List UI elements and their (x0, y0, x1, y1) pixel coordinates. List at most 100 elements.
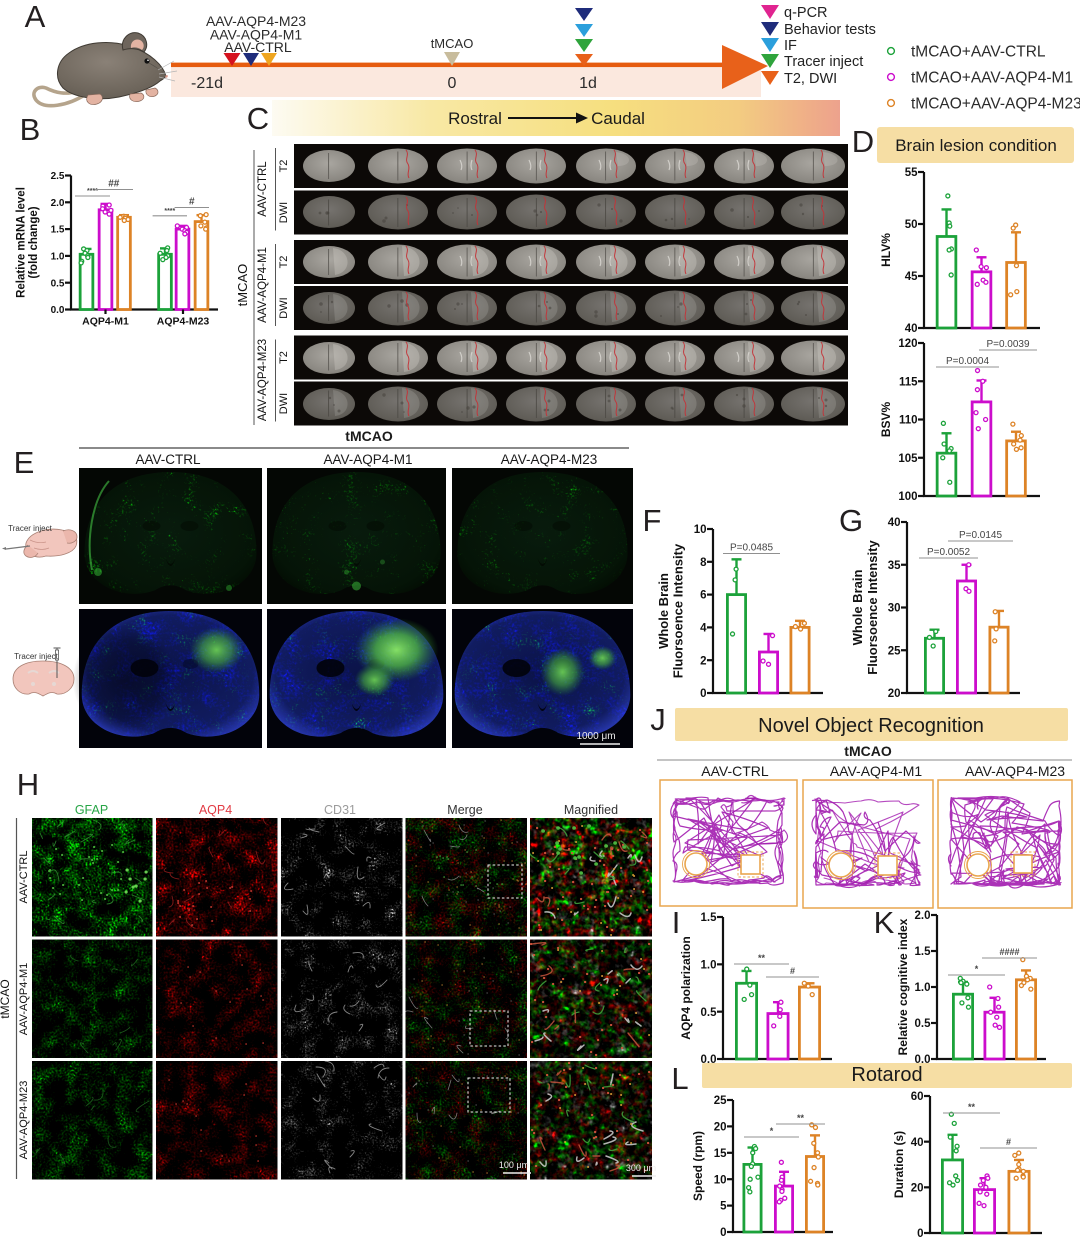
svg-text:tMCAO: tMCAO (431, 36, 474, 51)
svg-text:2.5: 2.5 (51, 171, 65, 182)
svg-text:1.5: 1.5 (701, 912, 718, 924)
svg-text:AAV-AQP4-M23: AAV-AQP4-M23 (501, 452, 598, 467)
svg-text:P=0.0052: P=0.0052 (927, 547, 971, 558)
svg-text:Speed (rpm): Speed (rpm) (691, 1131, 705, 1201)
svg-text:AAV-AQP4-M1: AAV-AQP4-M1 (257, 247, 269, 323)
svg-text:40: 40 (911, 1137, 924, 1149)
svg-text:*: * (770, 1126, 774, 1136)
svg-text:6: 6 (700, 590, 706, 602)
svg-text:P=0.0004: P=0.0004 (946, 356, 990, 367)
svg-text:300 μm: 300 μm (626, 1163, 656, 1173)
svg-text:Behavior tests: Behavior tests (784, 22, 876, 38)
svg-text:AAV-CTRL: AAV-CTRL (701, 763, 769, 779)
svg-text:IF: IF (784, 38, 797, 54)
svg-text:q-PCR: q-PCR (784, 5, 828, 21)
svg-text:####: #### (999, 947, 1019, 957)
svg-text:Whole Brain: Whole Brain (656, 573, 671, 649)
svg-text:tMCAO+AAV-AQP4-M23: tMCAO+AAV-AQP4-M23 (911, 96, 1080, 113)
svg-text:AAV-CTRL: AAV-CTRL (257, 161, 269, 217)
svg-text:****: **** (164, 208, 175, 215)
svg-text:tMCAO+AAV-AQP4-M1: tMCAO+AAV-AQP4-M1 (911, 70, 1073, 87)
svg-text:Tracer inject: Tracer inject (8, 524, 52, 533)
svg-text:AAV-AQP4-M1: AAV-AQP4-M1 (18, 963, 30, 1036)
svg-text:DWI: DWI (278, 202, 290, 223)
svg-text:T2: T2 (278, 160, 290, 173)
svg-text:I: I (672, 905, 681, 940)
svg-text:Merge: Merge (447, 803, 482, 817)
svg-text:AAV-AQP4-M1: AAV-AQP4-M1 (323, 452, 412, 467)
svg-text:BSV%: BSV% (879, 401, 893, 437)
svg-text:#: # (189, 197, 195, 208)
svg-text:J: J (650, 702, 666, 737)
svg-text:Relative mRNA level: Relative mRNA level (16, 187, 28, 298)
svg-text:A: A (25, 0, 46, 34)
svg-text:100: 100 (898, 491, 917, 503)
svg-text:40: 40 (888, 517, 901, 529)
svg-text:AAV-AQP4-M1: AAV-AQP4-M1 (210, 27, 303, 43)
svg-text:tMCAO: tMCAO (844, 743, 892, 759)
svg-text:Tracer inject: Tracer inject (14, 652, 58, 661)
svg-text:60: 60 (911, 1091, 924, 1103)
svg-text:DWI: DWI (278, 393, 290, 414)
svg-text:Duration (s): Duration (s) (892, 1131, 906, 1198)
svg-text:AAV-CTRL: AAV-CTRL (224, 39, 292, 55)
svg-text:1000 μm: 1000 μm (576, 731, 615, 742)
svg-text:Fluorsoence Intensity: Fluorsoence Intensity (671, 543, 686, 678)
svg-text:105: 105 (898, 453, 918, 465)
svg-text:40: 40 (905, 323, 918, 335)
svg-text:T2: T2 (278, 256, 290, 269)
svg-text:B: B (20, 112, 41, 147)
svg-text:T2: T2 (278, 351, 290, 364)
svg-text:F: F (643, 503, 662, 538)
svg-text:AAV-AQP4-M23: AAV-AQP4-M23 (257, 339, 269, 421)
svg-text:2.0: 2.0 (51, 198, 65, 209)
svg-text:D: D (852, 124, 874, 159)
svg-text:H: H (17, 767, 39, 802)
svg-text:*: * (975, 964, 979, 974)
svg-text:20: 20 (911, 1182, 924, 1194)
svg-text:0.5: 0.5 (701, 1007, 718, 1019)
svg-text:AAV-CTRL: AAV-CTRL (135, 452, 201, 467)
svg-text:0.0: 0.0 (51, 305, 65, 316)
svg-text:8: 8 (700, 557, 707, 569)
svg-text:HLV%: HLV% (879, 233, 893, 267)
svg-text:tMCAO: tMCAO (235, 264, 250, 307)
svg-text:5: 5 (720, 1201, 727, 1213)
svg-text:25: 25 (714, 1095, 727, 1107)
svg-text:0.5: 0.5 (51, 278, 65, 289)
svg-text:AQP4: AQP4 (199, 803, 232, 817)
svg-text:C: C (247, 101, 269, 136)
svg-text:****: **** (87, 188, 98, 195)
svg-text:2: 2 (700, 655, 706, 667)
svg-text:0.5: 0.5 (915, 1018, 932, 1030)
svg-text:35: 35 (888, 560, 901, 572)
svg-text:1.5: 1.5 (51, 225, 65, 236)
svg-text:1.5: 1.5 (915, 946, 932, 958)
svg-text:25: 25 (888, 645, 901, 657)
svg-text:tMCAO: tMCAO (0, 979, 12, 1018)
svg-text:T2, DWI: T2, DWI (784, 71, 837, 87)
svg-text:AAV-AQP4-M23: AAV-AQP4-M23 (206, 13, 306, 29)
svg-text:1.0: 1.0 (915, 982, 931, 994)
svg-text:**: ** (968, 1102, 976, 1112)
svg-text:2.0: 2.0 (915, 910, 931, 922)
svg-text:tMCAO+AAV-CTRL: tMCAO+AAV-CTRL (911, 44, 1046, 61)
svg-text:50: 50 (905, 219, 918, 231)
svg-text:1.0: 1.0 (701, 959, 717, 971)
svg-text:10: 10 (694, 524, 707, 536)
svg-text:#: # (790, 966, 795, 976)
svg-text:CD31: CD31 (324, 803, 356, 817)
svg-text:AQP4-M1: AQP4-M1 (82, 316, 129, 328)
svg-text:##: ## (108, 179, 120, 190)
svg-text:P=0.0145: P=0.0145 (959, 530, 1003, 541)
svg-text:Relative cognitive index: Relative cognitive index (896, 918, 910, 1055)
svg-text:Rostral: Rostral (448, 109, 502, 128)
svg-text:AAV-AQP4-M23: AAV-AQP4-M23 (18, 1081, 30, 1160)
svg-text:GFAP: GFAP (75, 803, 108, 817)
svg-text:110: 110 (899, 415, 918, 427)
svg-text:-21d: -21d (191, 75, 223, 92)
svg-text:tMCAO: tMCAO (345, 428, 393, 444)
svg-text:0: 0 (700, 688, 706, 700)
svg-text:0: 0 (720, 1227, 726, 1239)
svg-text:**: ** (758, 953, 766, 963)
